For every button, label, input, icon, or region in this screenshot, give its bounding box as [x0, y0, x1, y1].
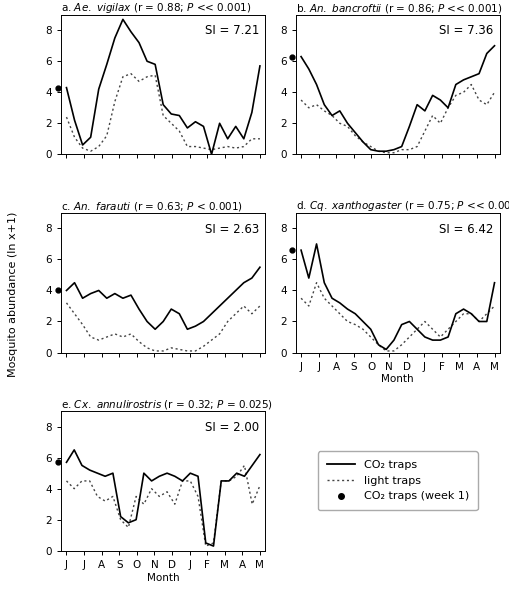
Text: Mosquito abundance (ln x+1): Mosquito abundance (ln x+1) — [8, 212, 18, 377]
Text: SI = 6.42: SI = 6.42 — [438, 223, 493, 236]
Text: e. $\mathit{Cx.\ annulirostris}$ (r = 0.32; $\mathit{P}$ = 0.025): e. $\mathit{Cx.\ annulirostris}$ (r = 0.… — [61, 398, 273, 411]
Text: SI = 7.36: SI = 7.36 — [439, 25, 493, 38]
Text: SI = 2.63: SI = 2.63 — [205, 223, 259, 236]
Text: d. $\mathit{Cq.\ xanthogaster}$ (r = 0.75; $\mathit{P}$ << 0.001): d. $\mathit{Cq.\ xanthogaster}$ (r = 0.7… — [295, 199, 509, 213]
X-axis label: Month: Month — [381, 375, 413, 384]
Text: c. $\mathit{An.\ farauti}$ (r = 0.63; $\mathit{P}$ < 0.001): c. $\mathit{An.\ farauti}$ (r = 0.63; $\… — [61, 200, 243, 213]
Text: SI = 7.21: SI = 7.21 — [204, 25, 259, 38]
Text: b. $\mathit{An.\ bancroftii}$ (r = 0.86; $\mathit{P}$ << 0.001): b. $\mathit{An.\ bancroftii}$ (r = 0.86;… — [295, 2, 501, 15]
Text: SI = 2.00: SI = 2.00 — [205, 421, 259, 434]
Text: a. $\mathit{Ae.\ vigilax}$ (r = 0.88; $\mathit{P}$ << 0.001): a. $\mathit{Ae.\ vigilax}$ (r = 0.88; $\… — [61, 1, 251, 15]
Legend: CO₂ traps, light traps, CO₂ traps (week 1): CO₂ traps, light traps, CO₂ traps (week … — [317, 452, 477, 511]
X-axis label: Month: Month — [147, 573, 179, 583]
